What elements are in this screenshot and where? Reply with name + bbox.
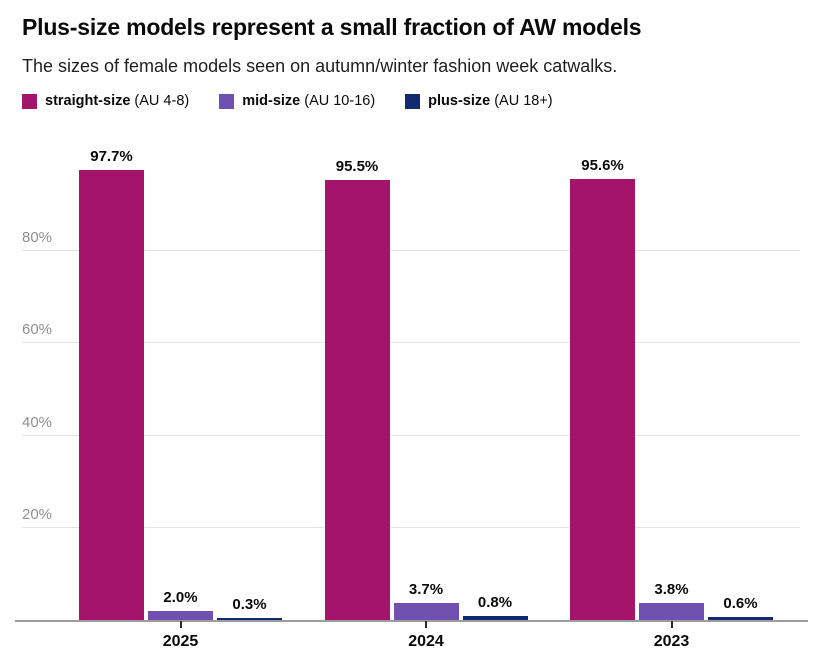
legend-swatch-mid-size xyxy=(219,93,235,109)
value-label: 3.7% xyxy=(408,580,444,598)
gridline xyxy=(22,434,800,436)
legend-name: mid-size xyxy=(242,93,301,110)
y-tick-label: 80% xyxy=(22,229,53,247)
bar-plus-size xyxy=(708,617,773,621)
x-tick xyxy=(425,621,427,629)
legend-item-mid-size: mid-size (AU 10-16) xyxy=(219,93,375,109)
legend-swatch-straight-size xyxy=(22,93,37,109)
bar-mid-size xyxy=(148,610,213,621)
gridline xyxy=(22,526,800,528)
x-category-label: 2023 xyxy=(653,633,690,651)
value-label: 0.3% xyxy=(232,596,267,614)
value-label: 95.6% xyxy=(581,157,624,175)
bar-straight-size xyxy=(79,169,144,621)
value-label: 2.0% xyxy=(163,588,198,606)
chart-subtitle: The sizes of female models seen on autum… xyxy=(22,56,618,77)
x-category-label: 2025 xyxy=(162,633,199,651)
legend-swatch-plus-size xyxy=(405,93,421,109)
gridline xyxy=(22,342,800,344)
x-axis: 2025 2024 2023 xyxy=(22,620,800,665)
y-tick-label: 40% xyxy=(22,413,53,431)
x-tick xyxy=(179,621,182,629)
legend-name: plus-size xyxy=(428,93,491,110)
legend-label: straight-size (AU 4-8) xyxy=(45,93,189,109)
legend-item-plus-size: plus-size (AU 18+) xyxy=(405,93,553,109)
bar-straight-size xyxy=(324,179,390,621)
legend-range: (AU 10-16) xyxy=(304,93,376,110)
bar-mid-size xyxy=(393,602,459,621)
value-label: 95.5% xyxy=(335,157,379,175)
value-label: 3.8% xyxy=(654,580,689,598)
chart-title: Plus-size models represent a small fract… xyxy=(22,14,642,40)
value-label: 0.8% xyxy=(477,594,513,612)
legend-name: straight-size xyxy=(45,93,131,110)
bar-plus-size xyxy=(462,616,528,621)
x-tick xyxy=(670,621,673,629)
value-label: 0.6% xyxy=(723,595,758,613)
plot-area: 20% 40% 60% 80% 97.7% 2.0% 0.3% 95.5% 3.7% 0.8% 95… xyxy=(15,149,808,623)
value-label: 97.7% xyxy=(90,147,133,165)
bar-mid-size xyxy=(639,602,704,621)
bar-straight-size xyxy=(570,179,635,621)
y-tick-label: 20% xyxy=(22,505,53,523)
x-category-label: 2024 xyxy=(408,633,444,651)
legend-item-straight-size: straight-size (AU 4-8) xyxy=(22,93,189,109)
gridline xyxy=(22,250,800,252)
y-tick-label: 60% xyxy=(22,321,53,339)
legend: straight-size (AU 4-8) mid-size (AU 10-16)… xyxy=(22,93,800,109)
legend-range: (AU 4-8) xyxy=(134,93,190,110)
bar-plus-size xyxy=(217,618,282,621)
legend-label: plus-size (AU 18+) xyxy=(428,93,552,109)
x-axis-line xyxy=(15,620,808,623)
legend-label: mid-size (AU 10-16) xyxy=(242,93,375,109)
legend-range: (AU 18+) xyxy=(494,93,553,110)
